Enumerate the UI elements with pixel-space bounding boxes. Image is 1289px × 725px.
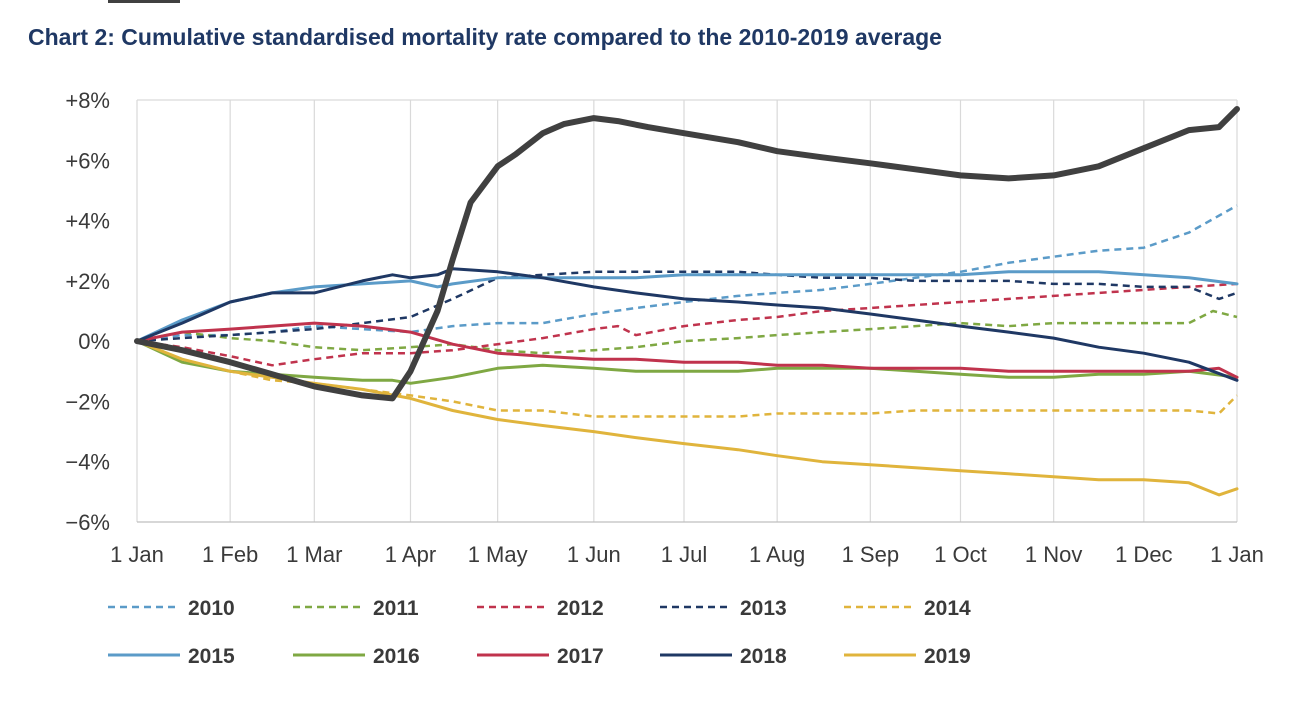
legend-label-2020: 2020 — [188, 0, 235, 5]
series-line-2013 — [136, 270, 1238, 343]
series-line-2018 — [135, 267, 1239, 382]
x-tick-label: 1 Jan — [110, 542, 164, 567]
legend-label-2010: 2010 — [188, 597, 235, 620]
y-axis-tick-labels: +8% +6% +4% +2% 0% −2% −4% −6% — [65, 88, 110, 535]
series-line-2016 — [135, 339, 1239, 385]
x-tick-label: 1 Feb — [202, 542, 258, 567]
x-tick-label: 1 Mar — [286, 542, 342, 567]
x-axis-tick-labels: 1 Jan 1 Feb 1 Mar 1 Apr 1 May 1 Jun 1 Jul 1 Aug… — [110, 542, 1264, 567]
x-tick-label: 1 Jul — [661, 542, 707, 567]
legend-label-2015: 2015 — [188, 645, 235, 668]
y-tick-label: +4% — [65, 209, 110, 234]
legend-label-2013: 2013 — [740, 597, 787, 620]
x-tick-label: 1 Sep — [842, 542, 900, 567]
x-tick-label: 1 Jun — [567, 542, 621, 567]
legend-label-2016: 2016 — [373, 645, 420, 668]
x-tick-label: 1 Oct — [934, 542, 987, 567]
legend-label-2019: 2019 — [924, 645, 971, 668]
x-tick-label: 1 Dec — [1115, 542, 1172, 567]
x-tick-label: 1 May — [468, 542, 528, 567]
chart-legend: 2010 2011 2012 2013 2014 2015 2016 2017 2018 2019… — [108, 0, 971, 668]
chart-series-lines — [134, 106, 1240, 497]
legend-label-2012: 2012 — [557, 597, 604, 620]
series-line-2012 — [136, 282, 1238, 367]
y-tick-label: 0% — [78, 329, 110, 354]
x-tick-label: 1 Aug — [749, 542, 805, 567]
y-tick-label: −2% — [65, 389, 110, 414]
y-tick-label: +6% — [65, 148, 110, 173]
series-line-2019 — [135, 339, 1239, 497]
series-line-2017 — [135, 321, 1239, 379]
legend-label-2018: 2018 — [740, 645, 787, 668]
series-line-2015 — [135, 270, 1239, 343]
y-tick-label: +2% — [65, 269, 110, 294]
legend-label-2011: 2011 — [373, 597, 419, 620]
y-tick-label: −4% — [65, 450, 110, 475]
series-line-2011 — [136, 309, 1238, 355]
legend-label-2017: 2017 — [557, 645, 604, 668]
x-tick-label: 1 Apr — [385, 542, 436, 567]
series-line-2014 — [136, 339, 1238, 418]
x-tick-label: 1 Nov — [1025, 542, 1082, 567]
x-tick-label: 1 Jan — [1210, 542, 1264, 567]
chart-title: Chart 2: Cumulative standardised mortali… — [28, 24, 942, 50]
y-tick-label: +8% — [65, 88, 110, 113]
legend-label-2014: 2014 — [924, 597, 971, 620]
y-tick-label: −6% — [65, 510, 110, 535]
chart-gridlines — [136, 99, 1238, 523]
series-line-2020 — [134, 106, 1240, 402]
